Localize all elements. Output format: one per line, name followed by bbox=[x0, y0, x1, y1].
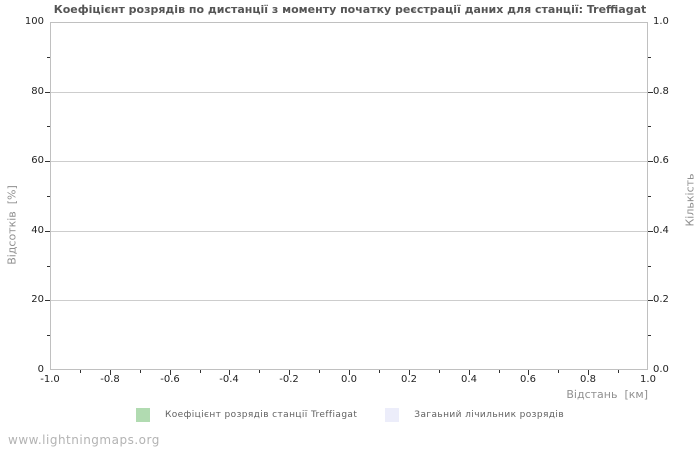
x-tick-label: 0.2 bbox=[401, 374, 417, 385]
left-tick-label: 60 bbox=[31, 155, 44, 166]
legend-label-total-counter: Загаьний лічильник розрядів bbox=[414, 410, 565, 420]
x-tick-label: -0.2 bbox=[279, 374, 299, 385]
x-minor-tick bbox=[499, 370, 500, 373]
x-major-tick bbox=[110, 370, 111, 375]
y-minor-tick bbox=[648, 57, 651, 58]
y-major-tick bbox=[648, 92, 653, 93]
left-axis-label: Відсотків [%] bbox=[5, 185, 19, 265]
right-tick-label: 0.6 bbox=[653, 155, 669, 166]
left-tick-label: 100 bbox=[24, 16, 44, 27]
legend-swatch-station-ratio bbox=[135, 408, 150, 422]
legend-label-station-ratio: Коефіцієнт розрядів станції Treffiagat bbox=[164, 410, 358, 420]
y-major-tick bbox=[648, 300, 653, 301]
y-major-tick bbox=[45, 161, 50, 162]
y-minor-tick bbox=[648, 196, 651, 197]
y-minor-tick bbox=[47, 196, 50, 197]
x-minor-tick bbox=[618, 370, 619, 373]
x-axis-label: Відстань [км] bbox=[566, 388, 648, 401]
x-minor-tick bbox=[379, 370, 380, 373]
y-major-tick bbox=[45, 231, 50, 232]
left-tick-label: 20 bbox=[31, 294, 44, 305]
x-tick-label: -0.6 bbox=[160, 374, 180, 385]
left-tick-label: 40 bbox=[31, 225, 44, 236]
x-minor-tick bbox=[259, 370, 260, 373]
x-major-tick bbox=[409, 370, 410, 375]
right-tick-label: 0.4 bbox=[653, 225, 669, 236]
y-minor-tick bbox=[47, 335, 50, 336]
x-minor-tick bbox=[200, 370, 201, 373]
plot-area bbox=[50, 22, 648, 370]
x-tick-label: -0.8 bbox=[100, 374, 120, 385]
x-minor-tick bbox=[439, 370, 440, 373]
chart-title: Коефіцієнт розрядів по дистанції з момен… bbox=[53, 3, 647, 16]
gridline bbox=[51, 231, 647, 232]
x-minor-tick bbox=[319, 370, 320, 373]
x-tick-label: 0.8 bbox=[580, 374, 596, 385]
y-minor-tick bbox=[47, 126, 50, 127]
gridline bbox=[51, 161, 647, 162]
x-minor-tick bbox=[558, 370, 559, 373]
legend-swatch-total-counter bbox=[385, 408, 400, 422]
legend: Коефіцієнт розрядів станції Treffiagat З… bbox=[0, 406, 700, 424]
x-major-tick bbox=[528, 370, 529, 375]
x-major-tick bbox=[349, 370, 350, 375]
y-minor-tick bbox=[47, 57, 50, 58]
y-major-tick bbox=[648, 161, 653, 162]
y-minor-tick bbox=[648, 126, 651, 127]
right-axis-label: Кількість bbox=[683, 173, 697, 227]
left-tick-label: 80 bbox=[31, 86, 44, 97]
y-minor-tick bbox=[648, 266, 651, 267]
x-major-tick bbox=[229, 370, 230, 375]
x-tick-label: 0.4 bbox=[461, 374, 477, 385]
x-minor-tick bbox=[140, 370, 141, 373]
legend-item-total-counter: Загаьний лічильник розрядів bbox=[385, 408, 564, 422]
watermark: www.lightningmaps.org bbox=[8, 433, 160, 447]
x-major-tick bbox=[289, 370, 290, 375]
x-tick-label: -1.0 bbox=[40, 374, 60, 385]
right-tick-label: 0.8 bbox=[653, 86, 669, 97]
x-tick-label: 0.6 bbox=[520, 374, 536, 385]
x-major-tick bbox=[170, 370, 171, 375]
y-major-tick bbox=[45, 92, 50, 93]
x-major-tick bbox=[469, 370, 470, 375]
x-major-tick bbox=[588, 370, 589, 375]
right-tick-label: 0.0 bbox=[653, 364, 669, 375]
legend-item-station-ratio: Коефіцієнт розрядів станції Treffiagat bbox=[135, 408, 358, 422]
x-minor-tick bbox=[80, 370, 81, 373]
x-tick-label: 0.0 bbox=[341, 374, 357, 385]
x-tick-label: 1.0 bbox=[640, 374, 656, 385]
y-minor-tick bbox=[47, 266, 50, 267]
gridline bbox=[51, 300, 647, 301]
right-tick-label: 0.2 bbox=[653, 294, 669, 305]
y-major-tick bbox=[648, 231, 653, 232]
left-tick-label: 0 bbox=[37, 364, 44, 375]
y-minor-tick bbox=[648, 335, 651, 336]
right-tick-label: 1.0 bbox=[653, 16, 669, 27]
gridline bbox=[51, 92, 647, 93]
x-tick-label: -0.4 bbox=[219, 374, 239, 385]
y-major-tick bbox=[45, 300, 50, 301]
